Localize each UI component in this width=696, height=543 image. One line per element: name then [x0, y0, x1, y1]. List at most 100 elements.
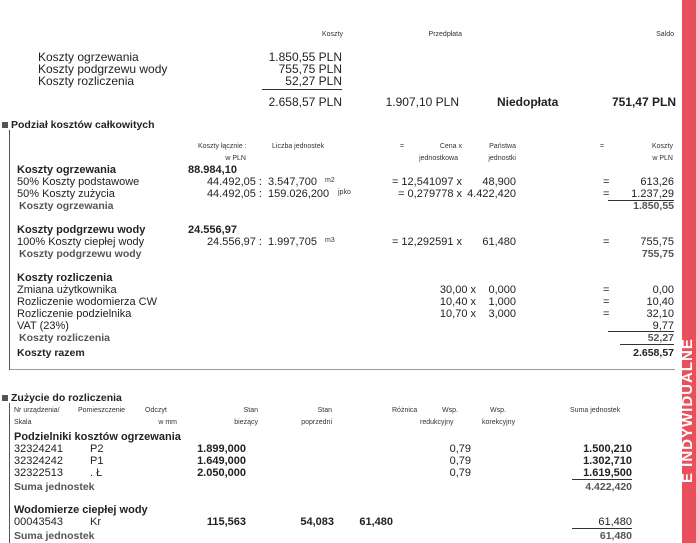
summary-value: 755,75 PLN — [278, 62, 342, 76]
group-total: 88.984,10 — [188, 164, 237, 176]
row-cost: 1.237,29 — [631, 188, 674, 200]
col-header: Koszty łącznie : — [198, 143, 247, 150]
device-factor: 0,79 — [449, 455, 471, 467]
row-cost: 10,40 — [646, 296, 674, 308]
row-eq: = — [603, 188, 610, 200]
row-price: 10,40 x — [439, 296, 476, 308]
group-title: Podzielniki kosztów ogrzewania — [14, 431, 181, 443]
row-qty: 1,000 — [488, 296, 516, 308]
col-header: Skala — [14, 419, 32, 426]
meter-room: Kr — [90, 516, 101, 528]
summary-label: Koszty rozliczenia — [38, 74, 135, 88]
side-strip: E INDYWIDUALNE — [679, 0, 696, 543]
row-units: 1.997,705 — [268, 236, 317, 248]
col-header: poprzedni — [301, 419, 332, 426]
row-cost: 613,26 — [640, 176, 674, 188]
header-balance: Saldo — [656, 31, 674, 38]
row-price: = 12,292591 x — [391, 236, 462, 248]
subtotal-value: 1.850,55 — [633, 200, 674, 212]
device-current: 1.899,000 — [197, 443, 246, 455]
row-label: 100% Koszty ciepłej wody — [17, 236, 145, 248]
subtotal-label: Koszty ogrzewania — [19, 200, 114, 212]
col-header: Cena x — [439, 143, 462, 150]
device-nr: 32324242 — [14, 455, 63, 467]
subtotal-label: Koszty rozliczenia — [19, 332, 111, 344]
col-header: Nr urządzenia/ — [14, 407, 60, 414]
row-label: Rozliczenie wodomierza CW — [17, 296, 157, 308]
row-price: 30,00 x — [439, 284, 476, 296]
device-factor: 0,79 — [449, 443, 471, 455]
col-header: korekcyjny — [482, 419, 516, 426]
row-amount: 44.492,05 : — [206, 188, 262, 200]
row-price: = 0,279778 x — [398, 188, 462, 200]
col-header: Wsp. — [442, 407, 458, 414]
col-header: w PLN — [225, 155, 246, 162]
meter-previous: 54,083 — [300, 516, 334, 528]
meter-nr: 00043543 — [14, 516, 63, 528]
row-yours: 4.422,420 — [467, 188, 516, 200]
section-title: Podział kosztów całkowitych — [11, 119, 155, 131]
section-marker-icon — [2, 122, 8, 128]
row-cost: 755,75 — [640, 236, 674, 248]
total-costs: 2.658,57 PLN — [268, 95, 342, 109]
col-header: Pomieszczenie — [78, 407, 126, 414]
subtotal-value: 52,27 — [647, 332, 674, 344]
prepayment-value: 1.907,10 PLN — [385, 95, 459, 109]
device-room: P2 — [90, 443, 104, 455]
divider — [572, 528, 632, 529]
row-units: 3.547,700 — [268, 176, 317, 188]
divider — [620, 344, 674, 345]
col-header: Stan — [317, 407, 332, 414]
subtotal-label: Koszty podgrzewu wody — [19, 248, 142, 260]
col-header: jednostkowa — [419, 155, 458, 162]
balance-status: Niedopłata — [497, 95, 559, 109]
section-title: Zużycie do rozliczenia — [11, 392, 122, 404]
row-yours: 48,900 — [482, 176, 516, 188]
row-unit: m3 — [325, 237, 335, 244]
col-header: w PLN — [652, 155, 673, 162]
header-costs: Koszty — [321, 31, 343, 38]
row-qty: 0,000 — [488, 284, 516, 296]
header-prepayment: Przedpłata — [428, 31, 462, 38]
divider — [572, 479, 632, 480]
row-eq: = — [603, 296, 610, 308]
device-current: 2.050,000 — [197, 467, 246, 479]
device-room: . Ł — [90, 467, 103, 479]
device-room: P1 — [90, 455, 104, 467]
group-title: Wodomierze ciepłej wody — [14, 504, 148, 516]
row-eq: = — [603, 236, 610, 248]
col-header: = — [400, 143, 405, 150]
row-unit: m2 — [325, 177, 335, 184]
row-eq: = — [603, 308, 610, 320]
vat-value: 9,77 — [652, 320, 674, 332]
balance-value: 751,47 PLN — [611, 95, 676, 109]
row-unit: jpko — [338, 189, 351, 196]
side-label: E INDYWIDUALNE — [679, 338, 696, 483]
row-label: Zmiana użytkownika — [17, 284, 117, 296]
section-border — [9, 403, 10, 543]
row-eq: = — [603, 284, 610, 296]
group-title: Koszty rozliczenia — [17, 272, 113, 284]
device-factor: 0,79 — [449, 467, 471, 479]
summary-label: Koszty podgrzewu wody — [38, 62, 168, 76]
col-header: redukcyjny — [420, 419, 454, 426]
row-amount: 44.492,05 : — [206, 176, 262, 188]
sum-value: 4.422,420 — [585, 481, 632, 493]
col-header: Odczyt — [145, 407, 167, 414]
summary-label: Koszty ogrzewania — [38, 50, 139, 64]
grand-label: Koszty razem — [17, 347, 85, 359]
group-title: Koszty podgrzewu wody — [17, 224, 146, 236]
col-header: jednostki — [488, 155, 516, 162]
section-bottom-border — [10, 369, 675, 370]
row-label: 50% Koszty zużycia — [17, 188, 115, 200]
col-header: Państwa — [489, 143, 516, 150]
col-header: Stan — [243, 407, 258, 414]
col-header: Liczba jednostek — [272, 143, 325, 150]
device-current: 1.649,000 — [197, 455, 246, 467]
group-total: 24.556,97 — [188, 224, 237, 236]
row-qty: 3,000 — [488, 308, 516, 320]
device-sum: 1.500,210 — [583, 443, 632, 455]
col-header: Różnica — [392, 407, 418, 414]
row-label: Rozliczenie podzielnika — [17, 308, 132, 320]
row-cost: 32,10 — [646, 308, 674, 320]
